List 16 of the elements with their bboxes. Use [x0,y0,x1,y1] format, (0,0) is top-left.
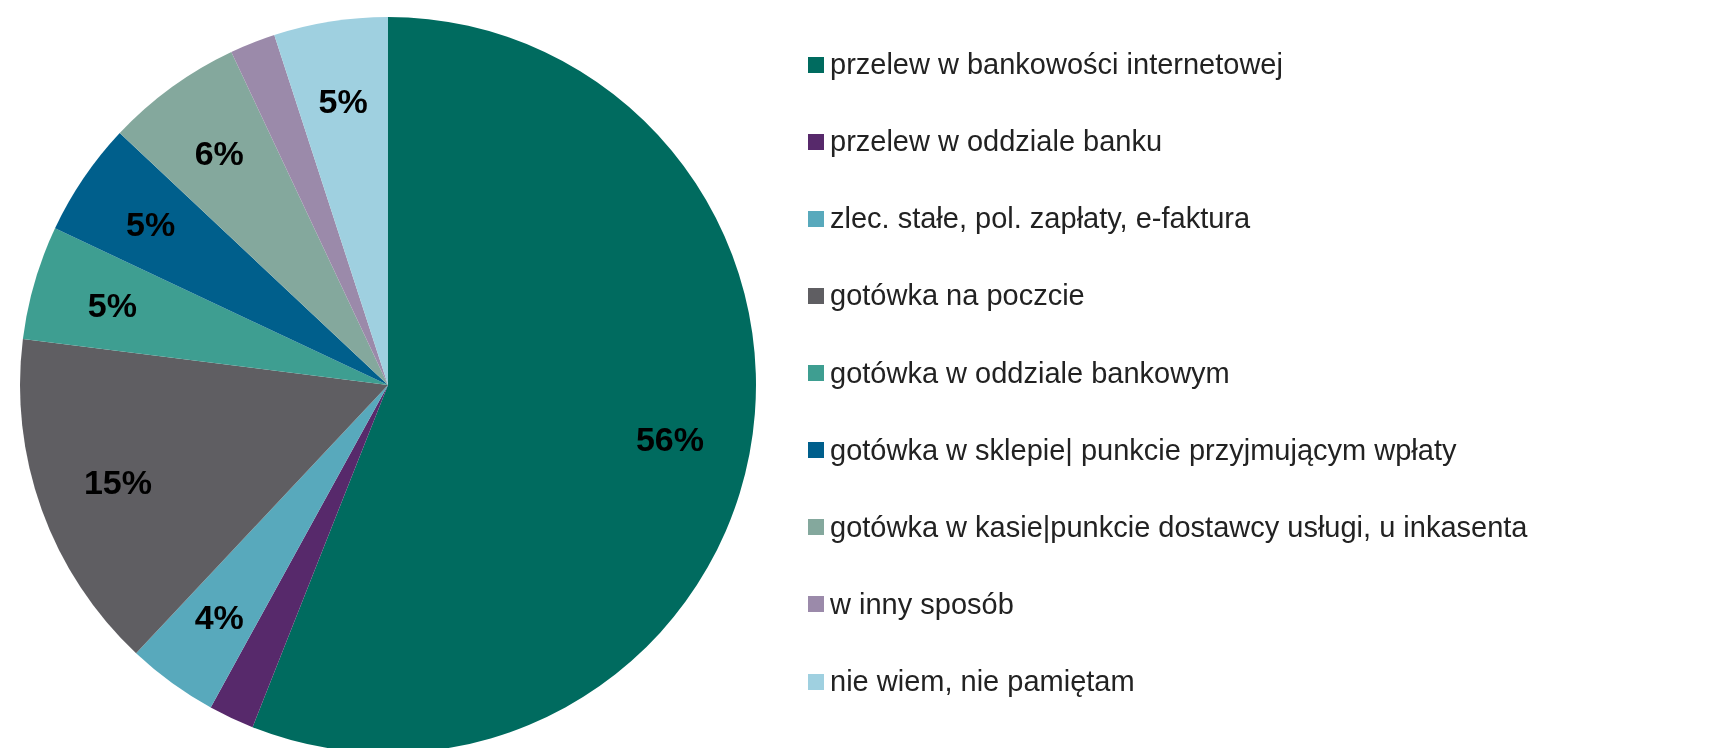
data-label: 6% [194,133,244,172]
legend-label: nie wiem, nie pamiętam [830,665,1135,698]
legend-label: zlec. stałe, pol. zapłaty, e-faktura [830,202,1251,236]
data-label: 15% [83,463,152,502]
data-label: 4% [194,598,244,637]
legend-label: w inny sposób [830,587,1014,621]
data-label: 5% [87,285,137,324]
legend-label: przelew w oddziale banku [830,125,1163,159]
legend-label: przelew w bankowości internetowej [830,48,1283,81]
legend-label: gotówka w kasie|punkcie dostawcy usługi, u inkasenta [830,510,1528,544]
legend-label: gotówka w sklepie| punkcie przyjmującym wpłaty [830,433,1457,467]
data-label: 5% [126,204,176,243]
data-label: 5% [318,82,368,121]
legend-label: gotówka na poczcie [830,279,1085,313]
legend-label: gotówka w oddziale bankowym [830,356,1230,390]
data-label: 56% [635,419,704,458]
